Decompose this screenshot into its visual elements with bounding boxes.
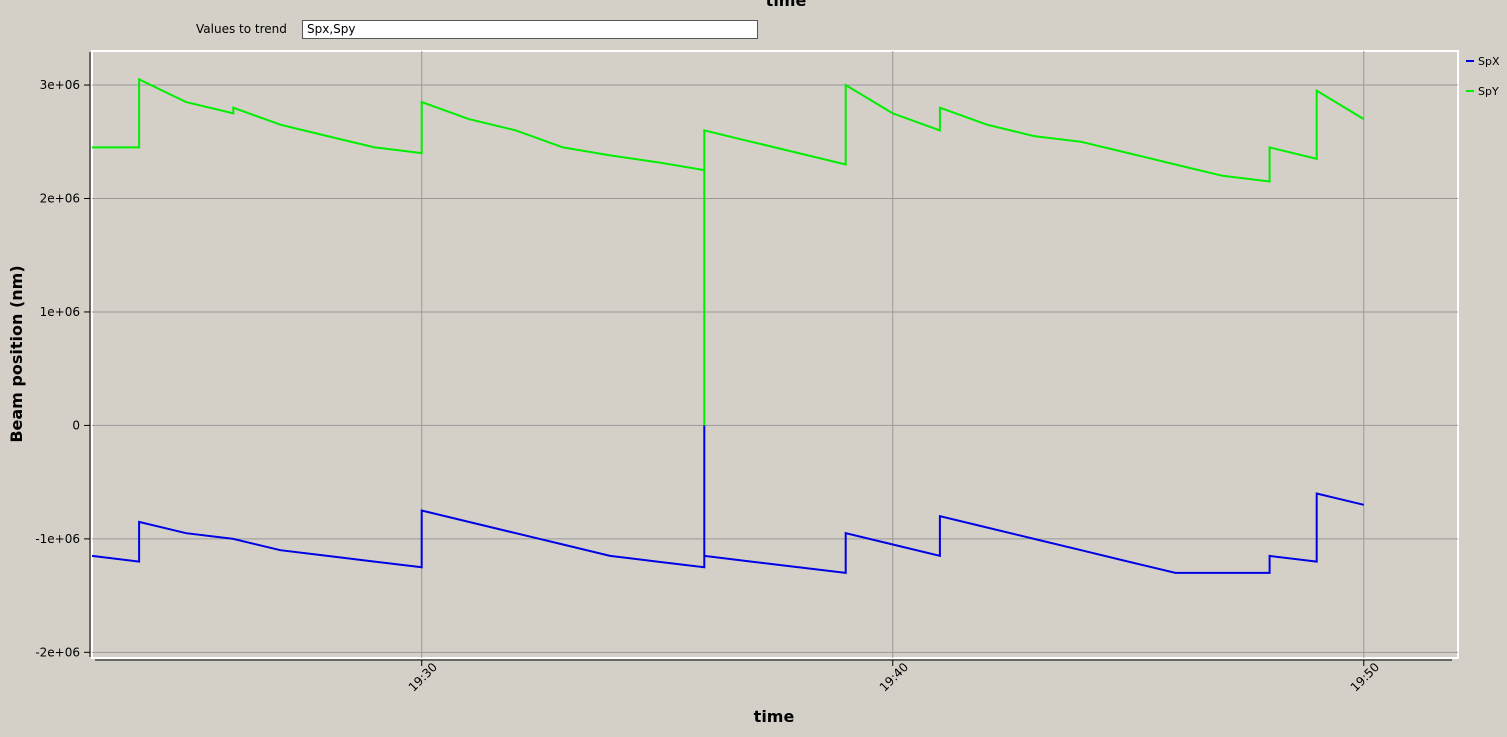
top-axis-label: time bbox=[766, 0, 807, 10]
y-tick-label: 1e+06 bbox=[40, 305, 80, 319]
trend-label: Values to trend bbox=[196, 22, 287, 36]
y-tick-label: -2e+06 bbox=[35, 645, 80, 659]
y-axis-label: Beam position (nm) bbox=[7, 265, 26, 442]
series-line bbox=[91, 425, 1365, 575]
legend-label: SpY bbox=[1478, 85, 1499, 98]
y-tick-label: 0 bbox=[72, 418, 80, 432]
trend-input[interactable]: Spx,Spy bbox=[302, 20, 758, 39]
x-axis-label: time bbox=[754, 707, 795, 726]
y-tick-label: -1e+06 bbox=[35, 532, 80, 546]
series-line bbox=[92, 77, 1365, 426]
plot-area bbox=[91, 50, 1459, 659]
x-tick-label: 19:50 bbox=[1348, 660, 1382, 694]
y-tick-label: 2e+06 bbox=[40, 191, 80, 205]
x-tick-label: 19:30 bbox=[406, 660, 440, 694]
x-tick-label: 19:40 bbox=[877, 660, 911, 694]
y-tick-label: 3e+06 bbox=[40, 78, 80, 92]
legend-label: SpX bbox=[1478, 55, 1500, 68]
